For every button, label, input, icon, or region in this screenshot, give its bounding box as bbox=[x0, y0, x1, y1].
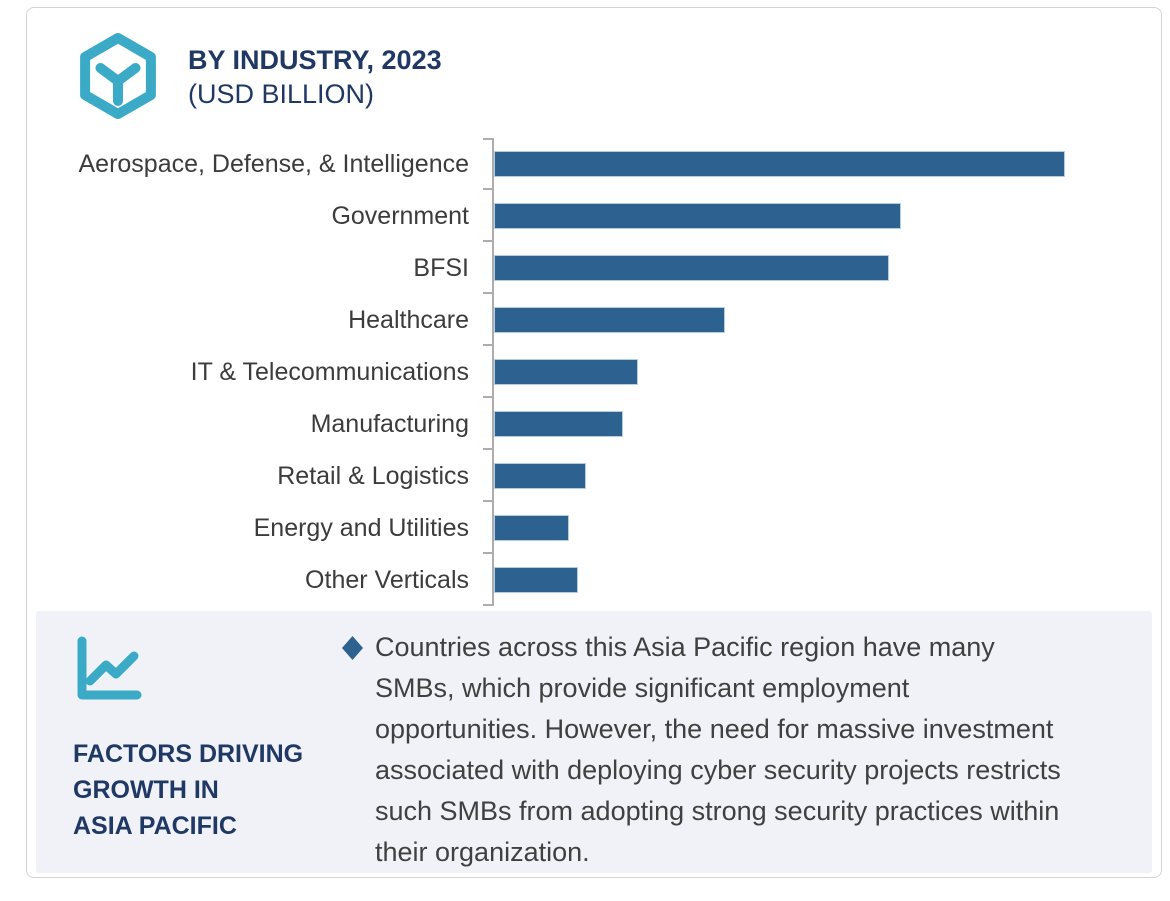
factors-heading-line3: ASIA PACIFIC bbox=[73, 812, 237, 840]
bar-chart-rows: Aerospace, Defense, & Intelligence Govern… bbox=[27, 138, 1163, 606]
bar bbox=[494, 567, 578, 593]
category-label: Energy and Utilities bbox=[253, 513, 469, 542]
bar bbox=[494, 411, 624, 437]
bar-track bbox=[494, 190, 1163, 242]
category-label: Manufacturing bbox=[310, 409, 469, 438]
axis-ticks bbox=[27, 138, 494, 606]
category-label: Aerospace, Defense, & Intelligence bbox=[78, 149, 469, 178]
chart-row: Manufacturing bbox=[27, 398, 1163, 450]
category-label: Government bbox=[331, 201, 469, 230]
axis-tick bbox=[483, 396, 492, 398]
bar-track bbox=[494, 346, 1163, 398]
bar bbox=[494, 359, 638, 385]
axis-tick bbox=[483, 292, 492, 294]
axis-tick bbox=[483, 344, 492, 346]
bullet-text-line: opportunities. However, the need for mas… bbox=[375, 714, 1054, 744]
bullet-text-line: associated with deploying cyber security… bbox=[375, 755, 1061, 785]
axis-tick bbox=[483, 240, 492, 242]
line-chart-icon bbox=[77, 636, 142, 700]
bar bbox=[494, 151, 1065, 177]
bar bbox=[494, 515, 569, 541]
axis-tick bbox=[483, 500, 492, 502]
factors-heading-line1: FACTORS DRIVING bbox=[73, 740, 304, 768]
bullet-text: Countries across this Asia Pacific regio… bbox=[375, 627, 1061, 873]
bar bbox=[494, 307, 726, 333]
bullet-text-line: SMBs, which provide significant employme… bbox=[375, 673, 910, 703]
chart-row: Government bbox=[27, 190, 1163, 242]
bullet-text-line: their organization. bbox=[375, 837, 590, 867]
category-label: Retail & Logistics bbox=[277, 461, 469, 490]
category-label: Healthcare bbox=[348, 305, 469, 334]
infographic-card: BY INDUSTRY, 2023 (USD BILLION) Aerospac… bbox=[26, 7, 1162, 878]
bar-track bbox=[494, 294, 1163, 346]
bar-track bbox=[494, 502, 1163, 554]
bar-track bbox=[494, 398, 1163, 450]
category-label: Other Verticals bbox=[305, 565, 469, 594]
bar bbox=[494, 255, 890, 281]
factors-panel-left: FACTORS DRIVING GROWTH IN ASIA PACIFIC bbox=[73, 634, 338, 844]
axis-tick bbox=[483, 604, 492, 606]
factors-heading: FACTORS DRIVING GROWTH IN ASIA PACIFIC bbox=[73, 736, 338, 844]
bar-track bbox=[494, 242, 1163, 294]
factors-heading-line2: GROWTH IN bbox=[73, 776, 219, 804]
chart-header: BY INDUSTRY, 2023 (USD BILLION) bbox=[74, 32, 442, 120]
bar bbox=[494, 463, 586, 489]
axis-tick bbox=[483, 138, 492, 140]
chart-row: Aerospace, Defense, & Intelligence bbox=[27, 138, 1163, 190]
bullet-text-line: such SMBs from adopting strong security … bbox=[375, 796, 1060, 826]
chart-title-line1: BY INDUSTRY, 2023 bbox=[188, 45, 442, 75]
chart-row: BFSI bbox=[27, 242, 1163, 294]
category-label: BFSI bbox=[413, 253, 469, 282]
bar bbox=[494, 203, 902, 229]
diamond-bullet-icon bbox=[342, 636, 363, 660]
hexagon-cube-icon bbox=[80, 33, 156, 119]
axis-tick bbox=[483, 552, 492, 554]
factors-panel: FACTORS DRIVING GROWTH IN ASIA PACIFIC C… bbox=[36, 611, 1152, 873]
bullet-text-line: Countries across this Asia Pacific regio… bbox=[375, 632, 995, 662]
axis-tick bbox=[483, 188, 492, 190]
chart-row: Other Verticals bbox=[27, 554, 1163, 606]
y-axis-line bbox=[492, 138, 494, 606]
axis-tick bbox=[483, 448, 492, 450]
chart-title: BY INDUSTRY, 2023 (USD BILLION) bbox=[188, 41, 442, 111]
chart-row: IT & Telecommunications bbox=[27, 346, 1163, 398]
category-label: IT & Telecommunications bbox=[190, 357, 469, 386]
chart-row: Retail & Logistics bbox=[27, 450, 1163, 502]
chart-row: Healthcare bbox=[27, 294, 1163, 346]
chart-title-line2: (USD BILLION) bbox=[188, 79, 375, 109]
factors-panel-right: Countries across this Asia Pacific regio… bbox=[342, 627, 1138, 873]
bar-chart: Aerospace, Defense, & Intelligence Govern… bbox=[27, 138, 1163, 606]
bar-track bbox=[494, 138, 1163, 190]
bar-track bbox=[494, 554, 1163, 606]
bar-track bbox=[494, 450, 1163, 502]
chart-row: Energy and Utilities bbox=[27, 502, 1163, 554]
